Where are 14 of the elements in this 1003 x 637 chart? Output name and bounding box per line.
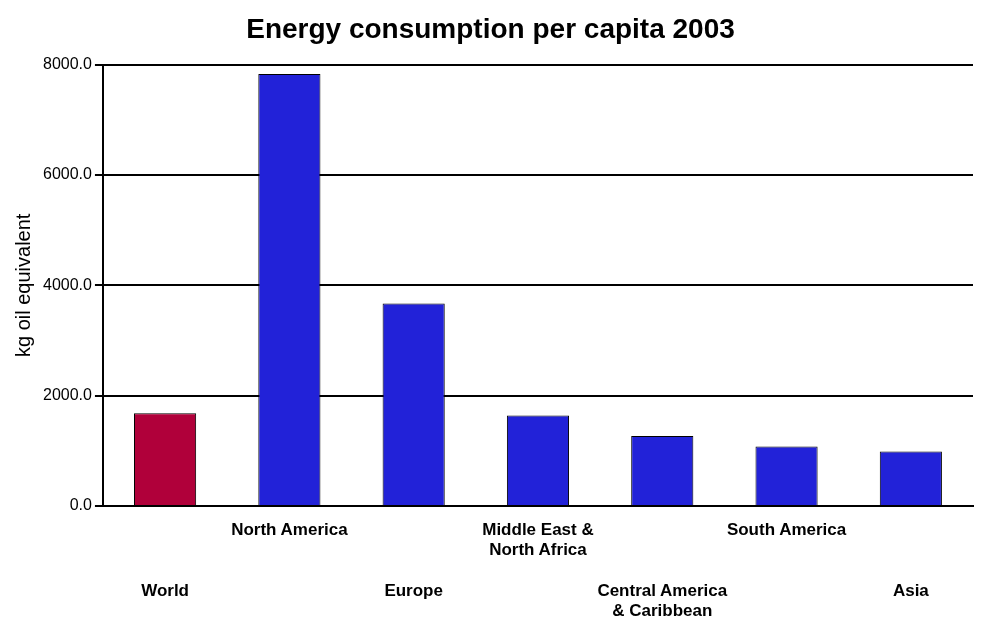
y-tick-label: 6000.0 <box>43 165 93 183</box>
y-tick-label: 4000.0 <box>43 275 93 293</box>
chart-title: Energy consumption per capita 2003 <box>246 12 735 44</box>
x-tick-label: North America <box>231 519 349 539</box>
x-tick-label: Europe <box>384 581 443 601</box>
y-axis-title: kg oil equivalent <box>11 213 34 358</box>
y-tick-label: 0.0 <box>69 496 93 514</box>
y-tick-label: 8000.0 <box>43 55 93 73</box>
x-tick-label: Asia <box>892 581 930 601</box>
x-tick-label: Central America & Caribbean <box>597 581 728 621</box>
x-tick-label: World <box>141 581 190 601</box>
x-tick-label: Middle East & North Africa <box>482 519 594 560</box>
x-tick-label: South America <box>726 519 847 539</box>
y-tick-label: 2000.0 <box>43 386 93 404</box>
